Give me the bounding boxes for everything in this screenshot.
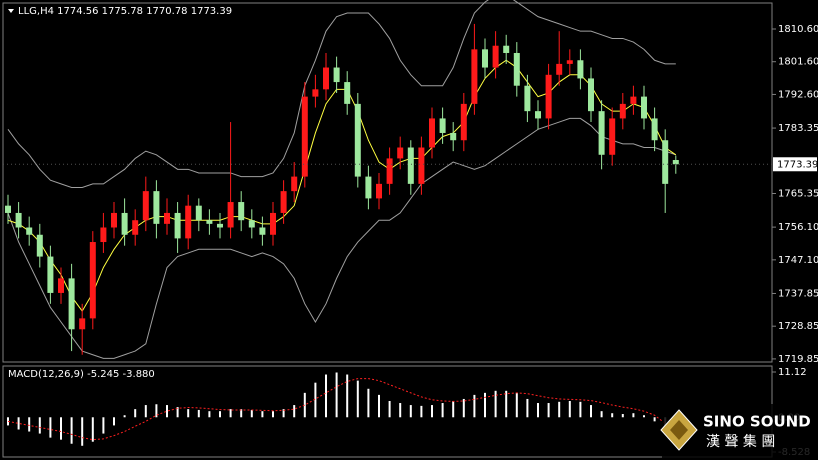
candle-body: [323, 67, 329, 90]
candle-body: [598, 111, 605, 155]
candle-body: [195, 205, 202, 221]
candle-body: [471, 49, 478, 104]
candle-body: [36, 234, 43, 257]
candle-body: [365, 176, 372, 199]
candle-body: [164, 212, 170, 224]
candle-body: [429, 118, 435, 148]
candle-body: [418, 147, 425, 184]
candle-body: [397, 147, 404, 159]
candle-body: [238, 202, 245, 221]
signal-line: [7, 378, 677, 441]
candle-body: [450, 132, 457, 141]
main-panel: [2, 2, 773, 363]
candle-body: [291, 176, 298, 192]
indicator-line: [7, 59, 677, 313]
candle-body: [174, 212, 181, 239]
y-tick-label: 1765.35: [778, 188, 818, 199]
candle-body: [513, 52, 520, 86]
candle-body: [630, 96, 637, 104]
candle-body: [217, 223, 223, 228]
y-tick-label: 1719.85: [778, 354, 818, 365]
logo-inner: [670, 420, 688, 440]
candle-body: [5, 205, 11, 213]
price-tag-label: 1773.39: [777, 159, 818, 170]
candle-body: [259, 227, 266, 235]
candle-body: [68, 278, 75, 330]
y-tick-label: 1801.60: [778, 57, 818, 68]
candle-body: [301, 96, 308, 177]
candle-body: [312, 89, 319, 97]
candle-body: [270, 212, 276, 235]
candle-body: [121, 212, 128, 235]
candle-body: [662, 140, 669, 184]
y-tick-label: 1792.60: [778, 89, 818, 100]
candle-body: [79, 318, 86, 330]
candle-body: [100, 227, 107, 243]
y-tick-label: 1756.10: [778, 222, 818, 233]
logo-subtitle: 漢 聲 集 團: [706, 433, 775, 450]
macd-title: MACD(12,26,9) -5.245 -3.880: [8, 369, 155, 380]
candle-body: [248, 220, 255, 228]
candle-body: [227, 202, 234, 228]
menu-arrow: [8, 9, 14, 13]
candle-body: [58, 278, 64, 293]
y-tick-label: 1737.85: [778, 288, 818, 299]
candle-body: [535, 111, 541, 119]
candle-body: [386, 158, 393, 184]
indicator-line: [7, 117, 676, 359]
candle-body: [566, 60, 573, 64]
candle-body: [15, 212, 22, 228]
candle-body: [672, 160, 679, 165]
candle-body: [89, 242, 96, 319]
candle-body: [545, 74, 552, 119]
candle-body: [641, 96, 647, 119]
candle-body: [142, 191, 149, 221]
y-tick-label: 11.12: [778, 367, 807, 378]
candle-body: [577, 60, 584, 79]
candle-body: [651, 118, 658, 141]
candle-body: [482, 49, 488, 68]
y-tick-label: 1810.60: [778, 24, 818, 35]
candle-body: [503, 45, 510, 53]
price-tag: [773, 157, 817, 172]
candle-body: [609, 118, 616, 155]
logo-name: SINO SOUND: [703, 413, 811, 431]
y-tick-label: 1747.10: [778, 255, 818, 266]
candle-body: [26, 227, 33, 235]
candle-body: [47, 256, 54, 293]
candle-body: [556, 63, 563, 75]
candle-body: [439, 118, 446, 133]
indicator-line: [7, 0, 676, 188]
candle-body: [132, 220, 139, 235]
candle-body: [344, 82, 351, 104]
candle-body: [407, 147, 414, 184]
y-tick-label: 1783.35: [778, 123, 818, 134]
candle-body: [524, 85, 531, 112]
candle-body: [376, 183, 382, 199]
candle-body: [460, 103, 467, 141]
candle-body: [588, 78, 594, 112]
candle-body: [153, 191, 160, 224]
candle-body: [111, 212, 117, 228]
candle-body: [619, 103, 626, 119]
candle-body: [492, 45, 499, 68]
candle-body: [206, 220, 213, 224]
watermark: SINO SOUND 漢 聲 集 團: [660, 404, 818, 460]
chart-title: LLG,H4 1774.56 1775.78 1770.78 1773.39: [18, 6, 232, 17]
candle-body: [354, 103, 361, 177]
candle-body: [185, 205, 192, 239]
candle-body: [333, 67, 340, 83]
y-tick-label: 1728.85: [778, 321, 818, 332]
candle-body: [280, 191, 287, 213]
